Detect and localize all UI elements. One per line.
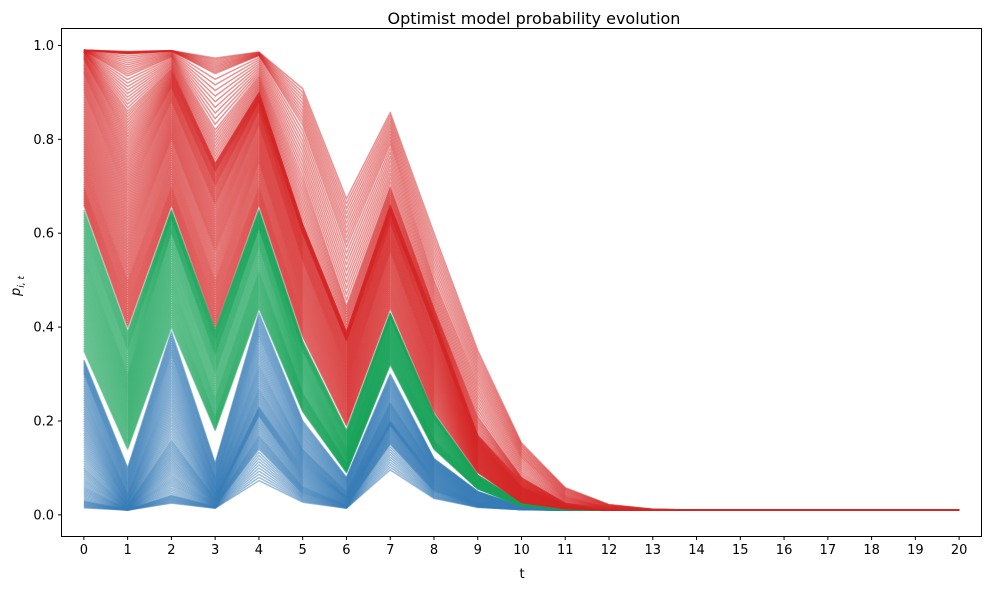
y-axis-label-subscript: i, t bbox=[17, 276, 27, 288]
plot-frame bbox=[61, 28, 982, 537]
x-tick-label: 0 bbox=[80, 543, 88, 558]
x-tick-label: 10 bbox=[513, 543, 530, 558]
series-group-high bbox=[83, 49, 960, 511]
x-tick-label: 11 bbox=[557, 543, 574, 558]
y-tick-label: 0.0 bbox=[33, 508, 54, 523]
y-axis-label: pi, t bbox=[9, 276, 27, 297]
y-axis: 0.0 0.2 0.4 0.6 0.8 1.0 bbox=[33, 39, 62, 523]
y-tick-label: 0.4 bbox=[33, 321, 54, 336]
y-tick-label: 0.8 bbox=[33, 133, 54, 148]
x-axis-label: t bbox=[519, 567, 524, 582]
x-tick-label: 12 bbox=[601, 543, 618, 558]
x-tick-label: 14 bbox=[688, 543, 705, 558]
y-tick-label: 0.2 bbox=[33, 414, 54, 429]
y-tick-label: 1.0 bbox=[33, 39, 54, 54]
x-tick-label: 9 bbox=[474, 543, 482, 558]
y-tick-label: 0.6 bbox=[33, 227, 54, 242]
x-tick-label: 7 bbox=[386, 543, 394, 558]
x-tick-label: 1 bbox=[124, 543, 132, 558]
x-tick-label: 15 bbox=[732, 543, 749, 558]
x-tick-label: 5 bbox=[299, 543, 307, 558]
x-tick-label: 2 bbox=[167, 543, 175, 558]
x-tick-label: 13 bbox=[645, 543, 662, 558]
series-line bbox=[83, 49, 960, 511]
x-tick-label: 19 bbox=[907, 543, 924, 558]
x-tick-label: 4 bbox=[255, 543, 263, 558]
chart-title: Optimist model probability evolution bbox=[388, 9, 681, 28]
x-axis: 0 1 2 3 4 5 6 7 8 9 10 11 12 13 14 15 16 17 18 19 20 bbox=[80, 536, 968, 558]
x-tick-label: 8 bbox=[430, 543, 438, 558]
x-tick-label: 17 bbox=[820, 543, 837, 558]
x-tick-label: 20 bbox=[951, 543, 968, 558]
y-axis-label-main: p bbox=[9, 288, 24, 297]
plot-area bbox=[83, 49, 960, 511]
x-tick-label: 18 bbox=[863, 543, 880, 558]
x-tick-label: 6 bbox=[342, 543, 350, 558]
x-tick-label: 16 bbox=[776, 543, 793, 558]
x-tick-label: 3 bbox=[211, 543, 219, 558]
